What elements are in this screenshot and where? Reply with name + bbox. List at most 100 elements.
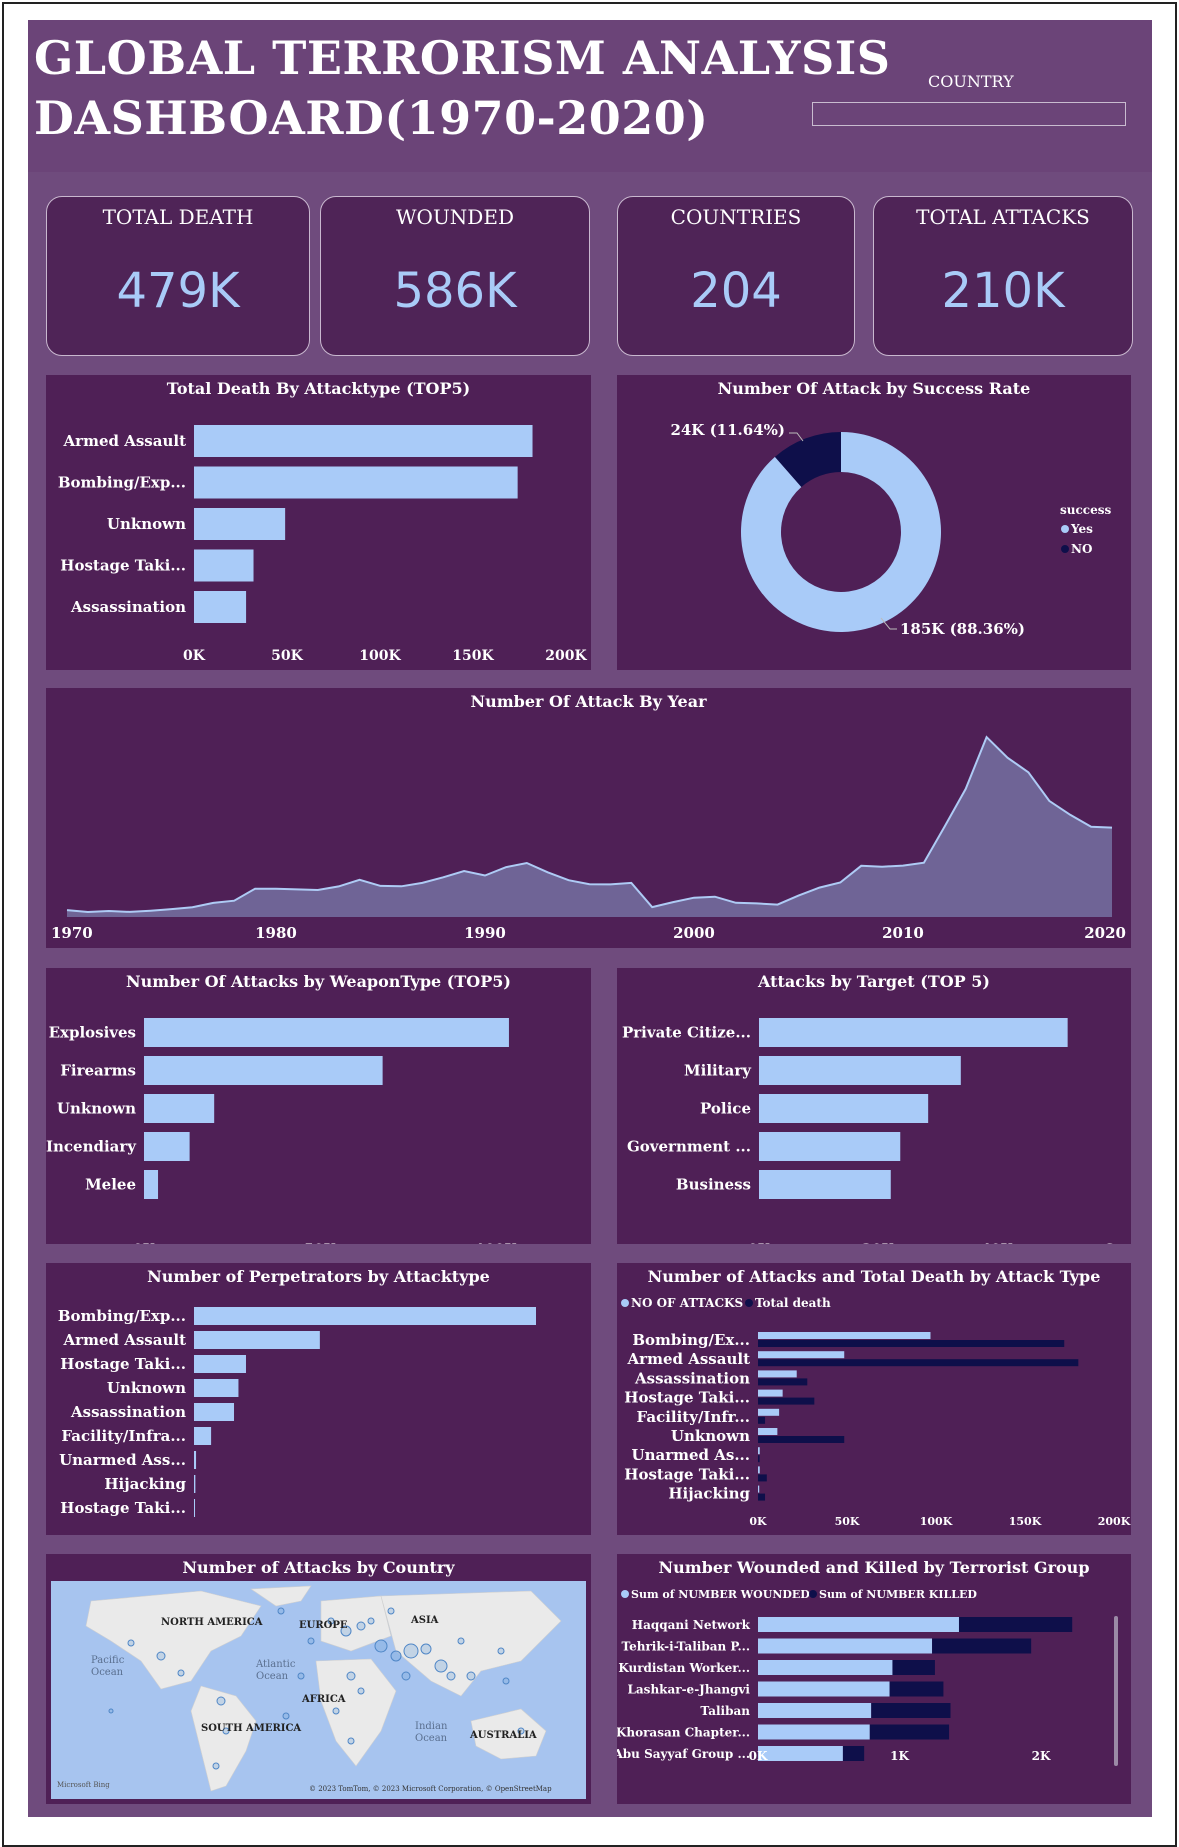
donut-slice[interactable] [741, 432, 941, 632]
country-bubble[interactable] [307, 1637, 315, 1645]
bar[interactable] [758, 1474, 767, 1482]
bar[interactable] [892, 1660, 935, 1675]
country-bubble[interactable] [502, 1677, 510, 1685]
country-bubble[interactable] [216, 1696, 226, 1706]
country-bubble[interactable] [420, 1643, 432, 1655]
bar[interactable] [759, 1018, 1068, 1047]
bar[interactable] [758, 1638, 933, 1654]
country-bubble[interactable] [127, 1639, 135, 1647]
bar[interactable] [758, 1359, 1079, 1367]
bar[interactable] [758, 1485, 760, 1493]
bar[interactable] [958, 1617, 1073, 1632]
country-bubble[interactable] [340, 1625, 352, 1637]
country-bubble[interactable] [390, 1650, 402, 1662]
country-bubble[interactable] [367, 1617, 375, 1625]
bar[interactable] [194, 549, 254, 582]
country-bubble[interactable] [108, 1708, 114, 1714]
legend-label[interactable]: Sum of NUMBER WOUNDED [631, 1588, 810, 1601]
country-bubble[interactable] [277, 1607, 285, 1615]
country-filter-slicer[interactable] [812, 102, 1126, 126]
bar[interactable] [144, 1018, 509, 1047]
bar[interactable] [194, 508, 286, 540]
bar[interactable] [194, 1403, 235, 1421]
bar[interactable] [759, 1056, 961, 1085]
country-bubble[interactable] [374, 1639, 388, 1653]
bar[interactable] [758, 1332, 931, 1339]
legend-label[interactable]: Yes [1070, 522, 1093, 536]
country-bubble[interactable] [327, 1617, 335, 1625]
bar[interactable] [869, 1724, 950, 1740]
bar[interactable] [194, 425, 533, 457]
country-bubble[interactable] [222, 1727, 230, 1735]
bar[interactable] [932, 1638, 1032, 1654]
bar[interactable] [144, 1170, 159, 1199]
bar[interactable] [758, 1389, 783, 1397]
bar[interactable] [194, 1379, 239, 1397]
bar[interactable] [194, 1475, 196, 1493]
bar[interactable] [758, 1455, 760, 1463]
bar[interactable] [871, 1703, 951, 1718]
bar[interactable] [758, 1340, 1065, 1347]
country-bubble[interactable] [497, 1647, 505, 1655]
scrollbar[interactable] [1114, 1616, 1118, 1766]
country-bubble[interactable] [347, 1737, 355, 1745]
bar[interactable] [194, 1427, 212, 1445]
bar[interactable] [758, 1681, 890, 1697]
legend-label[interactable]: Total death [755, 1296, 831, 1310]
country-bubble[interactable] [346, 1671, 356, 1681]
country-bubble[interactable] [387, 1607, 395, 1615]
bar[interactable] [758, 1397, 815, 1405]
series-line[interactable] [66, 735, 1113, 914]
bar[interactable] [758, 1416, 766, 1424]
donut-slice[interactable] [774, 432, 841, 487]
bar[interactable] [144, 1056, 383, 1085]
bar[interactable] [194, 591, 247, 623]
country-bubble[interactable] [297, 1672, 305, 1680]
bar[interactable] [144, 1132, 190, 1161]
bar[interactable] [758, 1436, 845, 1443]
country-bubble[interactable] [332, 1707, 340, 1715]
country-bubble[interactable] [401, 1671, 411, 1681]
country-bubble[interactable] [457, 1637, 465, 1645]
bar[interactable] [194, 1355, 246, 1373]
bar[interactable] [758, 1466, 760, 1474]
bar[interactable] [758, 1428, 778, 1435]
bar[interactable] [194, 1499, 196, 1517]
bar[interactable] [758, 1351, 845, 1359]
bar[interactable] [758, 1703, 872, 1718]
bar[interactable] [758, 1617, 959, 1632]
bar[interactable] [889, 1681, 944, 1697]
world-map[interactable]: NORTH AMERICA EUROPE ASIA AFRICA SOUTH AMERI… [51, 1581, 586, 1799]
bar[interactable] [194, 1307, 536, 1325]
bar[interactable] [144, 1094, 215, 1123]
legend-label[interactable]: Sum of NUMBER KILLED [819, 1588, 977, 1601]
country-bubble[interactable] [517, 1727, 525, 1735]
legend-label[interactable]: NO OF ATTACKS [631, 1296, 743, 1310]
country-bubble[interactable] [356, 1621, 366, 1631]
bar[interactable] [758, 1447, 760, 1455]
country-bubble[interactable] [156, 1651, 166, 1661]
country-bubble[interactable] [434, 1659, 448, 1673]
country-bubble[interactable] [357, 1687, 365, 1695]
bar[interactable] [194, 466, 518, 499]
legend-label[interactable]: NO [1071, 542, 1092, 556]
bar[interactable] [194, 1331, 320, 1349]
country-bubble[interactable] [446, 1671, 456, 1681]
country-bubble[interactable] [403, 1643, 419, 1659]
bar[interactable] [758, 1660, 893, 1675]
bar[interactable] [758, 1370, 797, 1378]
bar[interactable] [759, 1170, 891, 1199]
bar[interactable] [758, 1408, 780, 1416]
map-attribution[interactable]: © 2023 TomTom, © 2023 Microsoft Corporat… [309, 1785, 552, 1793]
bar[interactable] [194, 1451, 197, 1469]
bar[interactable] [759, 1094, 929, 1123]
country-bubble[interactable] [466, 1671, 476, 1681]
bar[interactable] [759, 1132, 901, 1161]
country-bubble[interactable] [282, 1712, 290, 1720]
bar[interactable] [758, 1746, 843, 1761]
country-bubble[interactable] [212, 1762, 220, 1770]
bar[interactable] [842, 1746, 865, 1761]
country-bubble[interactable] [177, 1669, 185, 1677]
bar[interactable] [758, 1378, 808, 1386]
bar[interactable] [758, 1724, 870, 1740]
